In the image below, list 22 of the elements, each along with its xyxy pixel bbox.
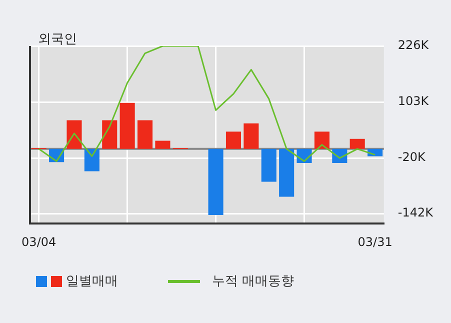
bar (279, 148, 294, 197)
bar (350, 138, 365, 149)
bar (102, 120, 118, 149)
bar (208, 148, 224, 215)
bar (137, 120, 153, 149)
x-tick-label: 03/04 (22, 234, 56, 249)
y-tick-label: 103K (398, 94, 430, 108)
bar (84, 148, 100, 172)
chart-title: 외국인 (38, 31, 77, 48)
bar (226, 132, 242, 149)
bar (244, 123, 259, 149)
legend-label: 누적 매매동향 (212, 273, 294, 290)
bar (155, 140, 170, 149)
legend-label: 일별매매 (66, 273, 118, 290)
bar (261, 148, 276, 182)
x-tick-label: 03/31 (358, 234, 392, 249)
y-tick-label: -20K (398, 150, 426, 164)
bar (120, 102, 135, 149)
bar (314, 132, 330, 149)
y-tick-label: 226K (398, 38, 430, 52)
y-tick-label: -142K (398, 206, 434, 220)
bar (66, 120, 82, 149)
